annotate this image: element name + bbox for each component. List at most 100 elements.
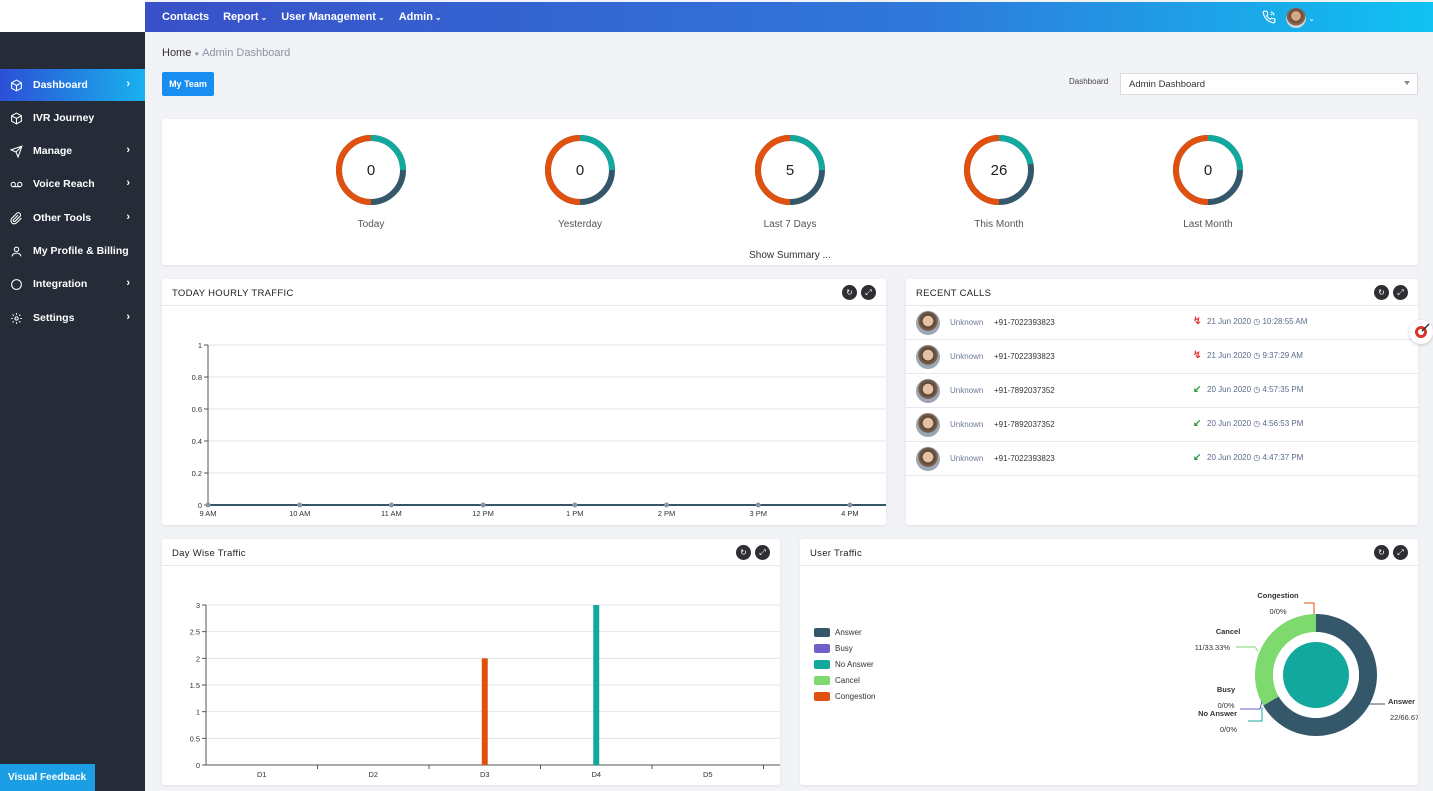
expand-icon[interactable]: ⤢: [755, 545, 770, 560]
divider: [162, 305, 886, 306]
breadcrumb-home[interactable]: Home: [162, 47, 192, 59]
user-icon: [8, 245, 24, 258]
sidebar-item-other-tools[interactable]: Other Tools ›: [0, 202, 145, 234]
phone-icon[interactable]: [1262, 10, 1276, 27]
topnav-report[interactable]: Report ⌄: [223, 11, 267, 23]
pie-label-name: Congestion: [1257, 591, 1299, 600]
incoming-call-icon: ↙: [1193, 384, 1202, 395]
divider: [906, 305, 1418, 306]
recent-call-row[interactable]: Unknown +91-7892037352 ↙ 20 Jun 2020 ◷ 4:57…: [906, 374, 1418, 408]
pie-slice-answer[interactable]: [1263, 614, 1377, 736]
visual-feedback-button[interactable]: Visual Feedback: [0, 764, 95, 791]
legend-item-answer[interactable]: Answer: [814, 628, 862, 637]
chevron-right-icon: ›: [126, 78, 130, 90]
sidebar-item-label: Other Tools: [33, 212, 92, 224]
recent-call-row[interactable]: Unknown +91-7022393823 ↯ 21 Jun 2020 ◷ 10:2…: [906, 306, 1418, 340]
hourly-traffic-chart: 0 0.2 0.4 0.6 0.8 1 9 AM 10 AM 11 AM 12 PM 1 PM 2 P…: [192, 341, 886, 518]
chevron-right-icon: ›: [126, 211, 130, 223]
refresh-icon[interactable]: ↻: [1374, 545, 1389, 560]
y-tick-label: 2: [196, 654, 200, 663]
stats-card: 0 Today 0 Yesterday 5 Last 7 Days 26 This Month…: [162, 119, 1418, 265]
x-tick-label: 1 PM: [566, 509, 584, 518]
legend-swatch: [814, 644, 830, 653]
sidebar-item-ivr-journey[interactable]: IVR Journey: [0, 102, 145, 134]
chevron-right-icon: ›: [126, 311, 130, 323]
pie-label-name: Answer: [1388, 697, 1415, 706]
sidebar-item-my-profile-billing[interactable]: My Profile & Billing: [0, 235, 145, 267]
x-tick-label: D1: [257, 770, 267, 779]
dashboard-select-label: Dashboard: [1069, 77, 1109, 86]
legend-swatch: [814, 628, 830, 637]
stat-donut: 5: [755, 135, 825, 205]
chevron-right-icon: ›: [126, 177, 130, 189]
legend-item-cancel[interactable]: Cancel: [814, 676, 860, 685]
expand-icon[interactable]: ⤢: [1393, 285, 1408, 300]
my-team-button[interactable]: My Team: [162, 72, 214, 96]
x-tick-label: D3: [480, 770, 490, 779]
sidebar-item-voice-reach[interactable]: Voice Reach ›: [0, 168, 145, 200]
pie-leader-congestion: [1304, 602, 1315, 614]
top-navbar: Contacts Report ⌄ User Management ⌄ Admin ⌄ ⌄: [145, 2, 1433, 32]
y-tick-label: 0.8: [192, 373, 202, 382]
cube-icon: [8, 78, 24, 92]
call-time: 4:57:35 PM: [1262, 385, 1304, 394]
topnav-contacts[interactable]: Contacts: [162, 11, 209, 23]
user-menu[interactable]: ⌄: [1286, 8, 1315, 28]
sidebar-item-integration[interactable]: Integration ›: [0, 268, 145, 300]
sidebar-item-dashboard[interactable]: Dashboard ›: [0, 69, 145, 101]
daywise-traffic-card: Day Wise Traffic ↻ ⤢ 0 0.5 1 1.5 2 2.5 3 D1 D2 D3…: [162, 539, 780, 785]
breadcrumb: Home ● Admin Dashboard: [162, 47, 290, 59]
sidebar-item-settings[interactable]: Settings ›: [0, 302, 145, 334]
legend-item-no-answer[interactable]: No Answer: [814, 660, 874, 669]
clock-icon: ◷: [1251, 419, 1263, 428]
expand-icon[interactable]: ⤢: [1393, 545, 1408, 560]
data-point: [755, 502, 761, 508]
incoming-call-icon: ↙: [1193, 452, 1202, 463]
stat-value: 0: [367, 162, 375, 179]
legend-swatch: [814, 660, 830, 669]
topnav-admin[interactable]: Admin ⌄: [399, 11, 442, 23]
show-summary-link[interactable]: Show Summary ...: [749, 250, 831, 261]
recent-call-row[interactable]: Unknown +91-7022393823 ↙ 20 Jun 2020 ◷ 4:47…: [906, 442, 1418, 476]
sidebar: Dashboard › IVR Journey Manage › Voice Reach ›…: [0, 0, 145, 791]
y-tick-label: 1.5: [190, 681, 200, 690]
pie-label-value: 0/0%: [1217, 701, 1234, 710]
legend-item-congestion[interactable]: Congestion: [814, 692, 875, 701]
expand-icon[interactable]: ⤢: [861, 285, 876, 300]
topnav-label: Report: [223, 11, 259, 23]
daywise-traffic-chart: 0 0.5 1 1.5 2 2.5 3 D1 D2 D3 D4 D5: [190, 601, 780, 779]
y-tick-label: 3: [196, 601, 200, 610]
floating-widget-icon[interactable]: [1409, 320, 1433, 344]
bar-no-answer-d4[interactable]: [593, 605, 600, 765]
stat-value: 26: [991, 162, 1008, 179]
logo-area[interactable]: [0, 0, 145, 32]
call-date: 21 Jun 2020: [1207, 351, 1252, 360]
x-tick-label: 3 PM: [749, 509, 767, 518]
refresh-icon[interactable]: ↻: [842, 285, 857, 300]
paperclip-icon: [8, 211, 24, 225]
stat-last-7-days: 5 Last 7 Days: [735, 133, 845, 230]
legend-item-busy[interactable]: Busy: [814, 644, 853, 653]
refresh-icon[interactable]: ↻: [736, 545, 751, 560]
pie-label-name: No Answer: [1198, 709, 1237, 718]
stat-label: Today: [357, 219, 385, 230]
stat-yesterday: 0 Yesterday: [525, 133, 635, 230]
stat-value: 0: [576, 162, 584, 179]
chevron-down-icon: [1404, 81, 1410, 85]
stat-label: Yesterday: [557, 219, 603, 230]
x-tick-label: 11 AM: [381, 509, 402, 518]
data-point: [480, 502, 486, 508]
stat-this-month: 26 This Month: [944, 133, 1054, 230]
refresh-icon[interactable]: ↻: [1374, 285, 1389, 300]
clock-icon: ◷: [1251, 317, 1263, 326]
topnav-user-management[interactable]: User Management ⌄: [281, 11, 384, 23]
sidebar-item-manage[interactable]: Manage ›: [0, 135, 145, 167]
bar-congestion-d3[interactable]: [481, 658, 488, 765]
pie-slice-cancel[interactable]: [1255, 614, 1316, 706]
call-datetime: 21 Jun 2020 ◷ 9:37:29 AM: [1207, 351, 1303, 360]
dashboard-select[interactable]: Admin Dashboard: [1120, 73, 1418, 95]
chevron-down-icon: ⌄: [434, 13, 442, 22]
y-tick-label: 0.6: [192, 405, 202, 414]
recent-call-row[interactable]: Unknown +91-7022393823 ↯ 21 Jun 2020 ◷ 9:37…: [906, 340, 1418, 374]
recent-call-row[interactable]: Unknown +91-7892037352 ↙ 20 Jun 2020 ◷ 4:56…: [906, 408, 1418, 442]
